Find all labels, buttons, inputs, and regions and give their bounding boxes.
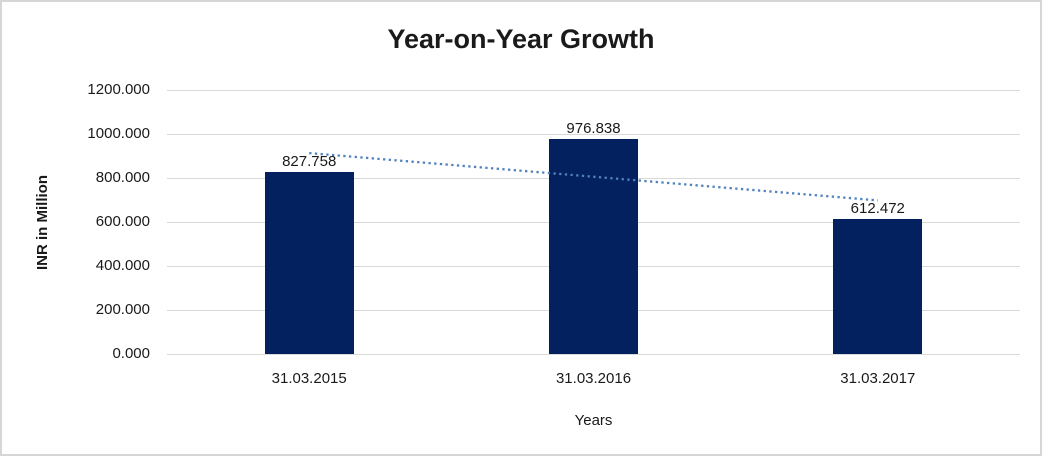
x-tick-label: 31.03.2015 xyxy=(271,370,347,387)
bar-data-label: 827.758 xyxy=(282,152,337,170)
bar-data-label: 612.472 xyxy=(850,200,905,218)
x-tick-label: 31.03.2017 xyxy=(840,370,916,387)
y-tick-label: 200.000 xyxy=(95,301,150,318)
bar-31.03.2016 xyxy=(549,139,638,354)
y-tick-label: 600.000 xyxy=(95,213,150,230)
bar-31.03.2017 xyxy=(833,219,923,354)
y-tick-label: 800.000 xyxy=(95,169,150,186)
plot-area: 827.758 976.838 612.472 xyxy=(167,90,1020,355)
x-tick-label: 31.03.2016 xyxy=(555,370,632,387)
chart-title: Year-on-Year Growth xyxy=(387,24,655,54)
gridline xyxy=(167,90,1020,91)
y-tick-label: 1200.000 xyxy=(87,81,150,98)
gridline xyxy=(167,134,1020,135)
trendline xyxy=(309,151,878,202)
y-tick-label: 1000.000 xyxy=(87,125,150,142)
bar-31.03.2015 xyxy=(264,171,354,354)
trendline-path xyxy=(309,151,878,202)
y-tick-label: 0.000 xyxy=(112,345,150,362)
gridline xyxy=(167,354,1020,355)
bar-data-label: 976.838 xyxy=(566,120,621,138)
x-axis-title: Years xyxy=(574,412,613,429)
y-tick-label: 400.000 xyxy=(95,257,150,274)
